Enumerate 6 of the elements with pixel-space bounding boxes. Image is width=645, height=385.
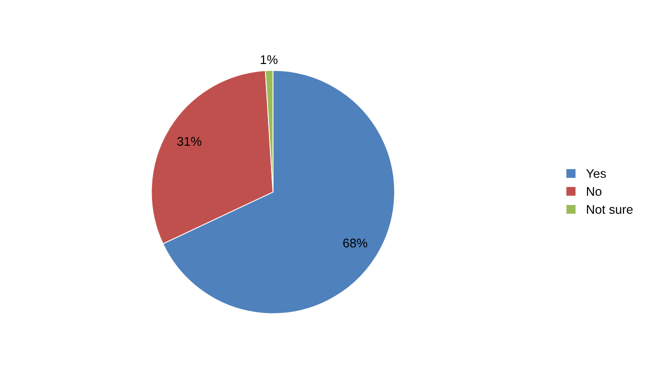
legend-label: No [586,187,602,196]
data-label: 1% [260,55,278,64]
legend-label: Not sure [586,205,633,214]
data-label: 31% [177,136,202,146]
legend-label: Yes [586,169,606,178]
data-label: 68% [343,238,368,248]
